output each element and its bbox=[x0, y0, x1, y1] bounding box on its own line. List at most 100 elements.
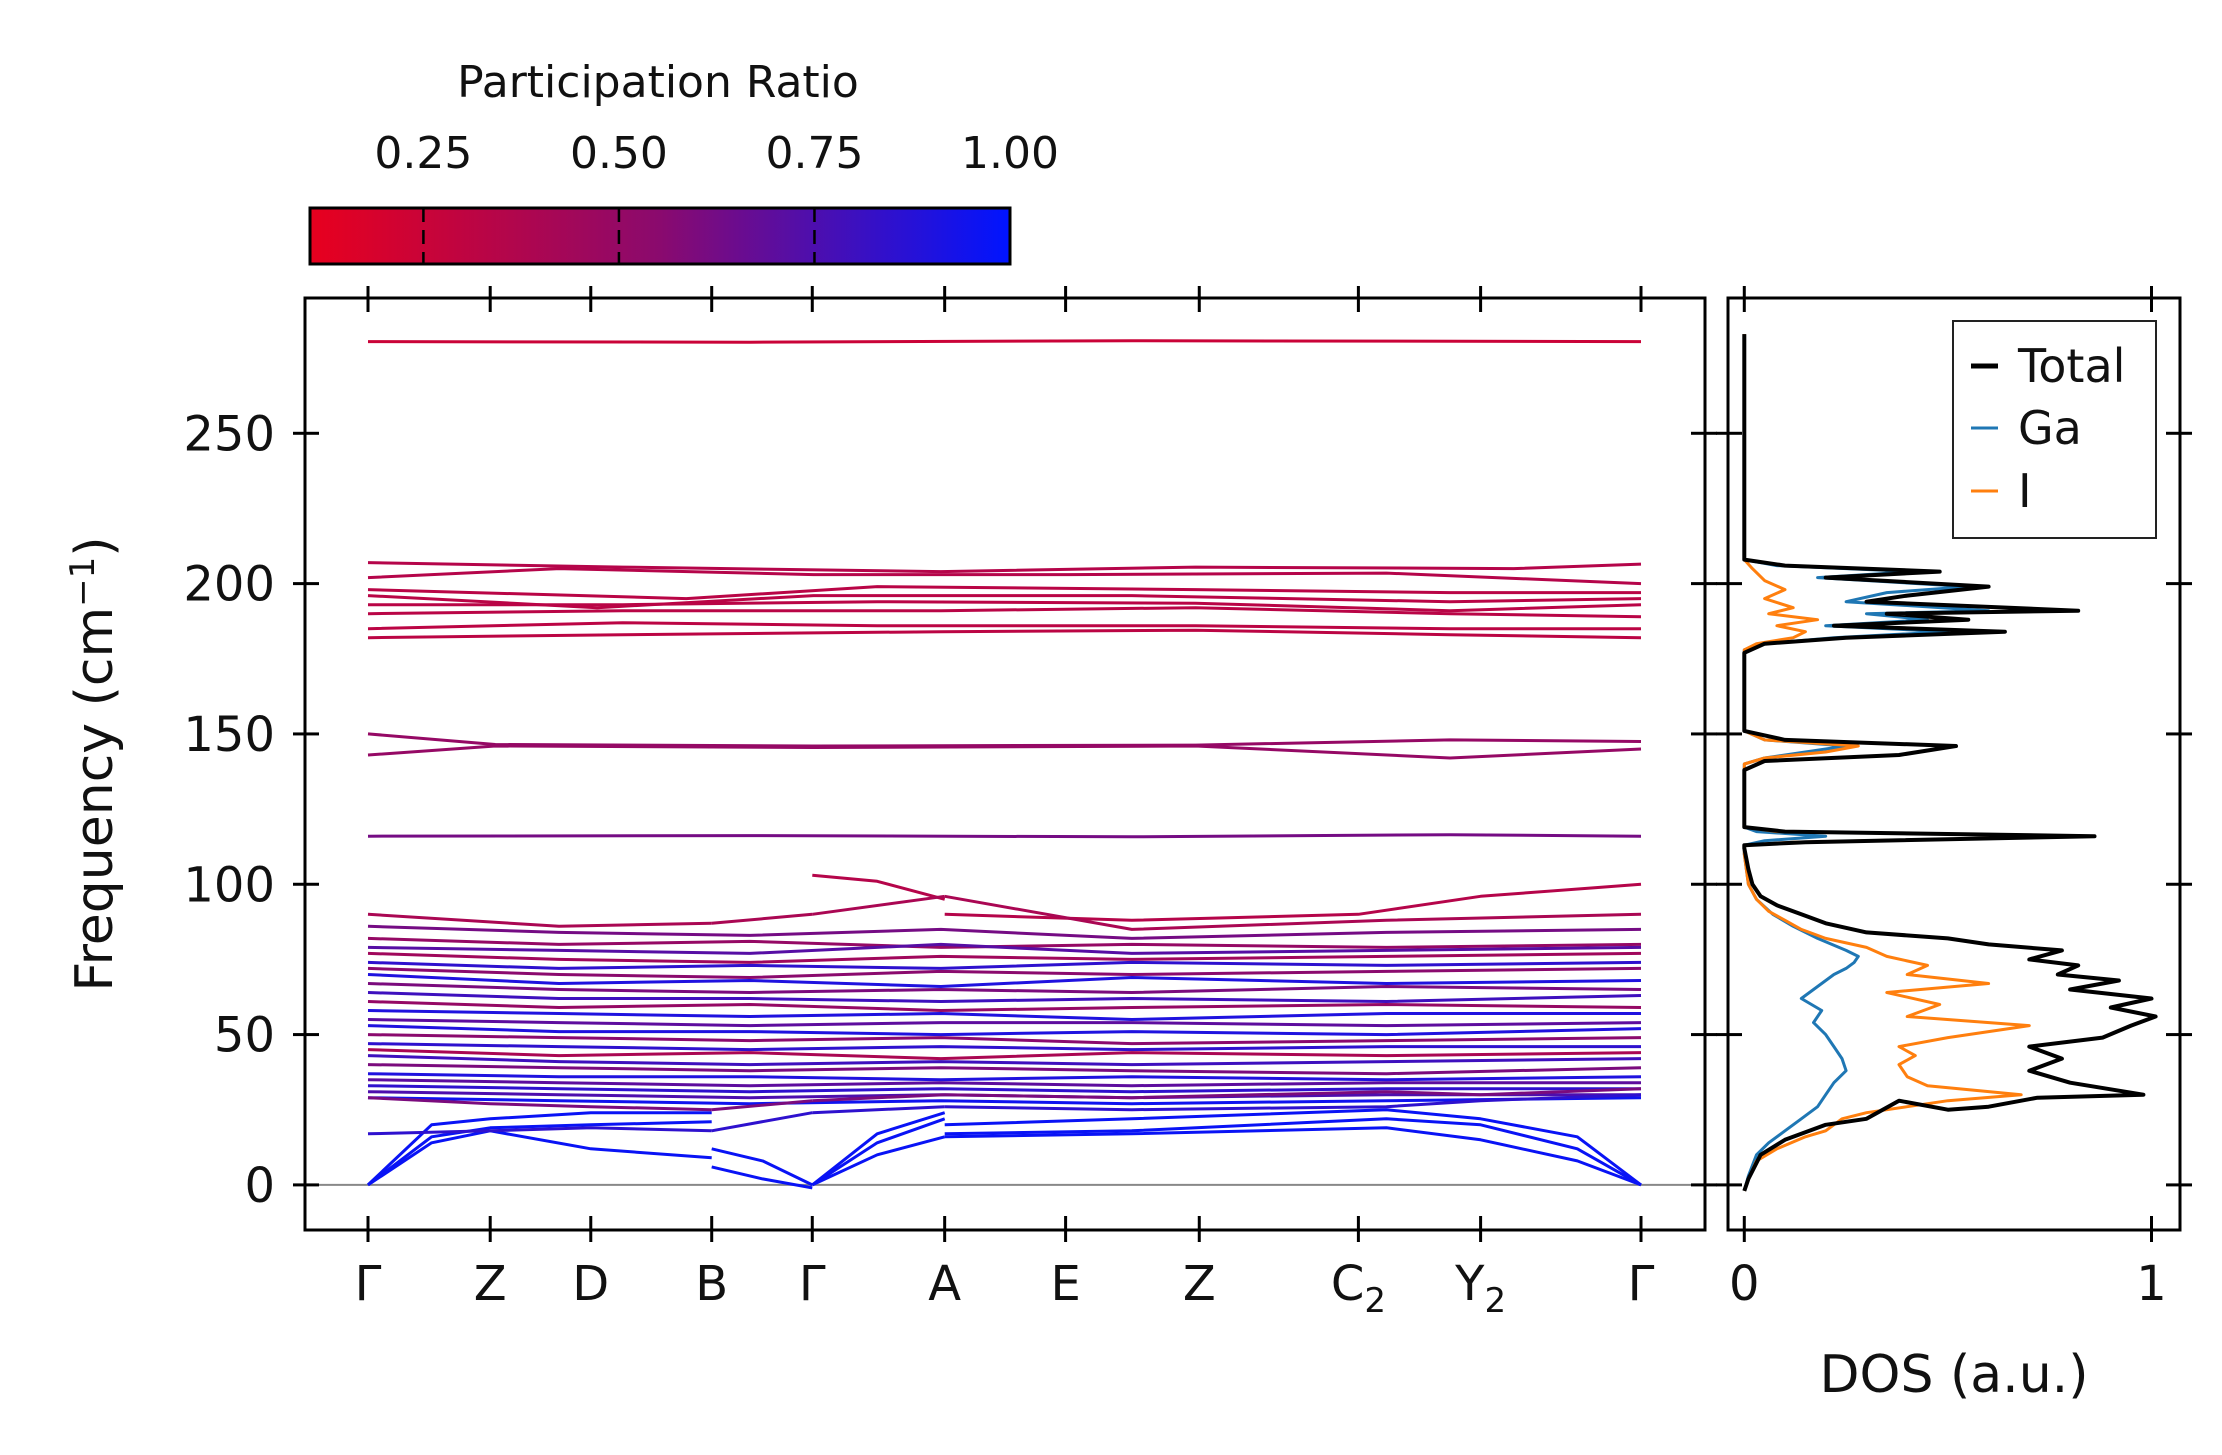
band-line bbox=[367, 1018, 1642, 1028]
band-line bbox=[367, 628, 1642, 640]
k-point-label-main: Z bbox=[474, 1256, 507, 1312]
band-line bbox=[711, 1111, 813, 1133]
legend: Total Ga I bbox=[1952, 320, 2157, 539]
k-point-label-main: A bbox=[928, 1256, 961, 1312]
k-point-label: Γ bbox=[1628, 1256, 1655, 1312]
band-line bbox=[944, 1093, 1642, 1112]
band-line bbox=[367, 561, 1642, 574]
band-line bbox=[367, 1054, 1642, 1067]
band-line bbox=[367, 1078, 1641, 1088]
band-line bbox=[811, 1135, 946, 1187]
k-point-label-main: E bbox=[1050, 1256, 1080, 1312]
band-line bbox=[367, 1126, 712, 1136]
band-line bbox=[367, 1120, 712, 1187]
band-line bbox=[366, 1111, 712, 1186]
band-line bbox=[367, 1000, 1642, 1012]
k-point-label: C2 bbox=[1331, 1256, 1386, 1321]
k-point-label: A bbox=[928, 1256, 961, 1312]
band-line bbox=[367, 1096, 712, 1112]
k-point-label: E bbox=[1050, 1256, 1080, 1312]
band-line bbox=[367, 606, 1642, 619]
band-line bbox=[944, 1126, 1642, 1187]
colorbar-tick-label: 0.75 bbox=[765, 128, 863, 179]
k-point-label-main: Γ bbox=[355, 1256, 382, 1312]
band-line bbox=[367, 1129, 712, 1187]
band-frame bbox=[303, 296, 1707, 1232]
k-point-label-main: Y bbox=[1454, 1256, 1485, 1312]
k-point-label: Γ bbox=[799, 1256, 826, 1312]
band-line bbox=[367, 1063, 1642, 1076]
band-line bbox=[367, 1042, 1641, 1052]
band-line bbox=[812, 1105, 945, 1115]
band-line bbox=[711, 912, 813, 925]
y-tick-label: 200 bbox=[183, 557, 275, 613]
dos-panel: 0 1 DOS (a.u.) Total Ga I bbox=[1716, 286, 2192, 1405]
k-point-label: Z bbox=[474, 1256, 507, 1312]
legend-label-i: I bbox=[2018, 464, 2032, 518]
band-line bbox=[367, 585, 1641, 601]
k-point-label: Γ bbox=[355, 1256, 382, 1312]
colorbar-tick-label: 0.25 bbox=[374, 128, 472, 179]
k-point-label-main: Γ bbox=[799, 1256, 826, 1312]
band-line bbox=[944, 1087, 1642, 1100]
band-line bbox=[368, 600, 1642, 613]
band-line bbox=[367, 1033, 1642, 1046]
dos-line-total bbox=[1742, 334, 2158, 1192]
k-point-label-sub: 2 bbox=[1364, 1281, 1386, 1321]
band-line bbox=[367, 951, 1642, 964]
band-line bbox=[367, 960, 1642, 970]
k-point-label: D bbox=[572, 1256, 609, 1312]
band-line bbox=[367, 966, 1642, 979]
band-line bbox=[367, 912, 712, 928]
band-line bbox=[367, 621, 1641, 631]
y-tick-label: 150 bbox=[183, 707, 275, 763]
band-line bbox=[367, 833, 1642, 839]
band-line bbox=[367, 1096, 1642, 1106]
band-line bbox=[367, 991, 1642, 1003]
band-line bbox=[711, 1147, 813, 1187]
band-line bbox=[367, 973, 1642, 988]
k-point-label: Z bbox=[1183, 1256, 1216, 1312]
band-line bbox=[944, 1117, 1642, 1187]
colorbar-gradient bbox=[308, 206, 1012, 266]
dos-line-i bbox=[1742, 334, 2092, 1192]
k-point-label: B bbox=[695, 1256, 728, 1312]
band-line bbox=[367, 1072, 1642, 1082]
y-tick-label: 50 bbox=[214, 1008, 275, 1064]
colorbar-tick-label: 1.00 bbox=[961, 128, 1059, 179]
dos-frame bbox=[1726, 296, 2182, 1232]
band-line bbox=[367, 339, 1642, 344]
band-line bbox=[944, 894, 1642, 931]
y-tick-label: 100 bbox=[183, 857, 275, 913]
band-line bbox=[367, 732, 1642, 748]
band-line bbox=[367, 982, 1642, 994]
band-line bbox=[367, 567, 1642, 586]
band-line bbox=[367, 1048, 1642, 1061]
y-tick-label: 250 bbox=[183, 406, 275, 462]
k-point-label-main: D bbox=[572, 1256, 609, 1312]
band-line bbox=[812, 873, 946, 901]
colorbar: Participation Ratio 0.25 0.50 0.75 1.00 bbox=[308, 57, 1059, 266]
band-line bbox=[944, 1108, 1642, 1187]
band-line bbox=[812, 1093, 945, 1103]
band-line bbox=[367, 924, 1642, 940]
band-line bbox=[367, 942, 1642, 955]
y-axis-label-sup: −1 bbox=[63, 557, 103, 607]
band-line bbox=[367, 1009, 1641, 1021]
colorbar-title: Participation Ratio bbox=[457, 57, 859, 108]
k-point-label-sub: 2 bbox=[1484, 1281, 1506, 1321]
k-point-label: Y2 bbox=[1454, 1256, 1506, 1321]
y-tick-label: 0 bbox=[244, 1158, 275, 1214]
k-point-label-main: Z bbox=[1183, 1256, 1216, 1312]
band-line bbox=[367, 936, 1642, 949]
k-point-label-main: B bbox=[695, 1256, 728, 1312]
dos-x-tick-label: 1 bbox=[2136, 1256, 2167, 1312]
band-line bbox=[812, 894, 945, 916]
band-line bbox=[711, 1099, 813, 1112]
band-line bbox=[367, 1024, 1642, 1037]
band-line bbox=[811, 1111, 946, 1187]
y-axis-label-text: Frequency (cm bbox=[65, 607, 125, 992]
band-line bbox=[811, 1117, 946, 1187]
